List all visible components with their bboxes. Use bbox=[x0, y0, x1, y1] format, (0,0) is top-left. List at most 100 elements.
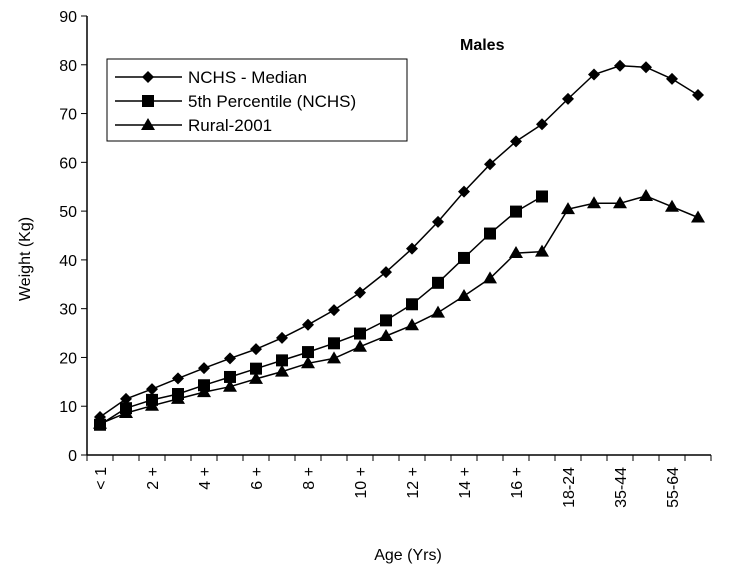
y-tick-label: 40 bbox=[59, 253, 77, 270]
data-point bbox=[223, 379, 237, 392]
x-tick-label: 35-44 bbox=[613, 467, 630, 508]
data-point bbox=[146, 383, 158, 396]
legend-box bbox=[106, 58, 408, 142]
data-point bbox=[301, 356, 315, 369]
data-point bbox=[380, 314, 392, 327]
data-point bbox=[224, 352, 236, 365]
data-point bbox=[93, 416, 107, 429]
data-point bbox=[483, 271, 497, 284]
data-point bbox=[405, 318, 419, 331]
data-point bbox=[328, 337, 340, 350]
x-tick-label: 55-64 bbox=[665, 467, 682, 508]
data-point bbox=[562, 92, 574, 105]
data-point bbox=[250, 362, 262, 375]
y-tick-label: 20 bbox=[59, 350, 77, 367]
series-triangle bbox=[93, 188, 705, 429]
data-point bbox=[640, 61, 652, 74]
data-point bbox=[536, 118, 548, 131]
data-point bbox=[276, 331, 288, 344]
legend-marker bbox=[141, 118, 155, 130]
legend-label: NCHS - Median bbox=[188, 68, 307, 87]
x-tick-label: 16 + bbox=[509, 467, 526, 499]
data-point bbox=[484, 227, 496, 240]
data-point bbox=[380, 266, 392, 279]
data-point bbox=[302, 346, 314, 359]
data-point bbox=[613, 196, 627, 209]
data-point bbox=[457, 288, 471, 301]
data-point bbox=[692, 89, 704, 102]
data-point bbox=[328, 304, 340, 317]
data-point bbox=[379, 328, 393, 341]
y-tick-label: 70 bbox=[59, 107, 77, 124]
data-point bbox=[588, 68, 600, 81]
y-axis-label: Weight (Kg) bbox=[17, 217, 34, 301]
data-point bbox=[432, 215, 444, 228]
data-point bbox=[614, 59, 626, 72]
series-square bbox=[94, 190, 548, 431]
data-point bbox=[172, 372, 184, 385]
data-point bbox=[561, 202, 575, 215]
y-tick-label: 0 bbox=[68, 448, 77, 465]
legend-marker bbox=[142, 95, 154, 107]
x-axis-label: Age (Yrs) bbox=[374, 547, 442, 564]
y-tick-label: 90 bbox=[59, 9, 77, 26]
data-point bbox=[431, 305, 445, 318]
data-point bbox=[354, 327, 366, 340]
y-tick-label: 50 bbox=[59, 204, 77, 221]
legend-label: 5th Percentile (NCHS) bbox=[188, 92, 356, 111]
data-point bbox=[406, 298, 418, 311]
data-point bbox=[536, 190, 548, 203]
y-axis-ticks: 0 10 20 30 40 50 60 70 80 90 bbox=[59, 9, 87, 465]
data-point bbox=[171, 391, 185, 404]
data-point bbox=[509, 246, 523, 259]
data-point bbox=[691, 210, 705, 223]
y-tick-label: 60 bbox=[59, 155, 77, 172]
x-tick-label: 6 + bbox=[249, 467, 266, 490]
y-tick-label: 30 bbox=[59, 302, 77, 319]
data-point bbox=[276, 354, 288, 367]
legend: NCHS - Median 5th Percentile (NCHS) Rural-… bbox=[106, 58, 408, 142]
x-tick-label: 14 + bbox=[457, 467, 474, 499]
data-point bbox=[666, 72, 678, 85]
chart-title: Males bbox=[460, 37, 505, 54]
data-point bbox=[458, 251, 470, 264]
data-point bbox=[302, 318, 314, 331]
series-line bbox=[99, 195, 543, 426]
x-tick-label: 2 + bbox=[145, 467, 162, 490]
legend-marker bbox=[142, 71, 154, 83]
x-tick-label: 4 + bbox=[197, 467, 214, 490]
y-tick-label: 80 bbox=[59, 58, 77, 75]
data-point bbox=[510, 135, 522, 148]
series-diamond bbox=[94, 59, 704, 423]
data-point bbox=[484, 158, 496, 171]
data-point bbox=[145, 398, 159, 411]
data-point bbox=[224, 370, 236, 383]
data-point bbox=[120, 392, 132, 405]
data-point bbox=[249, 371, 263, 384]
legend-label: Rural-2001 bbox=[188, 116, 272, 135]
data-point bbox=[353, 339, 367, 352]
x-tick-label: 10 + bbox=[353, 467, 370, 499]
data-point bbox=[639, 188, 653, 201]
x-axis-ticks: < 1 2 + 4 + 6 + 8 + 10 + 12 + 14 + 16 + 18-24 35-4… bbox=[86, 455, 712, 508]
data-point bbox=[510, 205, 522, 218]
series-layer bbox=[93, 59, 705, 431]
data-point bbox=[275, 364, 289, 377]
data-point bbox=[458, 185, 470, 198]
data-point bbox=[354, 286, 366, 299]
data-point bbox=[587, 196, 601, 209]
data-point bbox=[197, 385, 211, 398]
data-point bbox=[406, 242, 418, 255]
x-tick-label: 18-24 bbox=[561, 467, 578, 508]
data-point bbox=[327, 351, 341, 364]
data-point bbox=[432, 276, 444, 289]
y-tick-label: 10 bbox=[59, 399, 77, 416]
x-tick-label: 8 + bbox=[301, 467, 318, 490]
data-point bbox=[250, 343, 262, 356]
x-tick-label: < 1 bbox=[93, 467, 110, 490]
data-point bbox=[665, 199, 679, 212]
data-point bbox=[119, 406, 133, 419]
data-point bbox=[198, 362, 210, 375]
x-tick-label: 12 + bbox=[405, 467, 422, 499]
